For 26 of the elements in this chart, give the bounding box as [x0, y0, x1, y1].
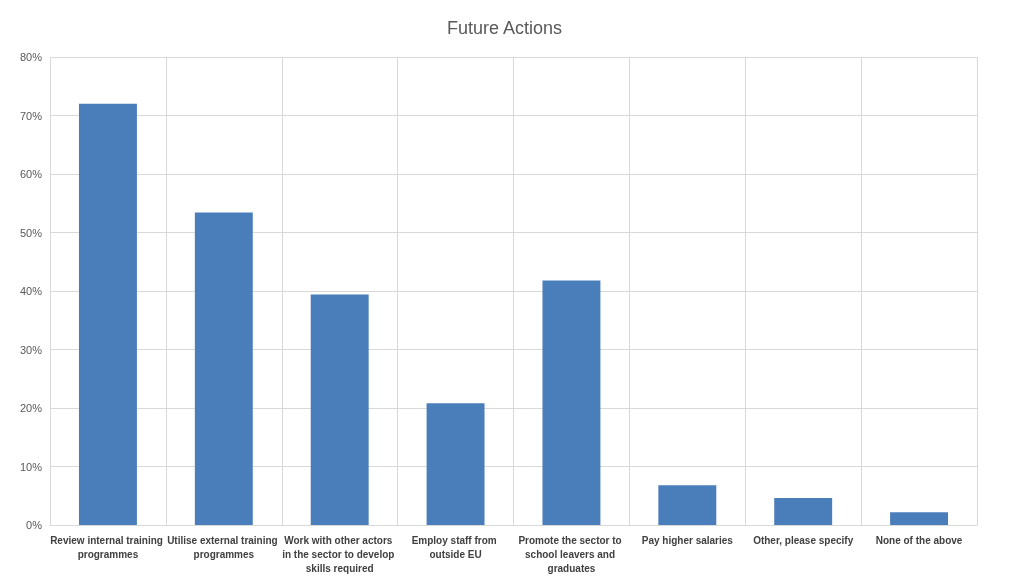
x-tick-label: Employ staff from outside EU — [411, 534, 500, 560]
chart-title: Future Actions — [446, 18, 563, 38]
y-tick-label: 40% — [19, 285, 43, 297]
bar — [78, 103, 137, 525]
y-tick-label: 80% — [19, 51, 43, 63]
y-tick-label: 50% — [19, 226, 43, 239]
bar — [310, 294, 369, 525]
x-tick-label: Utilise external training programmes — [167, 534, 281, 560]
y-tick-label: 30% — [19, 343, 43, 356]
x-tick-label: Promote the sector to school leavers and graduates — [518, 534, 625, 574]
x-tick-label: None of the above — [875, 534, 963, 546]
bar — [658, 485, 717, 525]
x-tick-label: Review internal training programmes — [50, 534, 166, 560]
bar — [194, 212, 253, 525]
y-tick-label: 20% — [19, 402, 43, 414]
x-tick-label: Other, please specify — [753, 534, 854, 546]
y-tick-label: 0% — [26, 519, 43, 531]
y-tick-label: 70% — [19, 109, 43, 122]
bar — [542, 280, 601, 525]
y-tick-label: 60% — [19, 168, 43, 180]
x-tick-label: Work with other actors in the sector to develop skills required — [282, 534, 398, 574]
y-tick-label: 10% — [19, 460, 43, 473]
bar — [426, 403, 485, 525]
bar — [774, 498, 833, 525]
bar — [890, 512, 949, 525]
x-tick-label: Pay higher salaries — [641, 534, 734, 546]
